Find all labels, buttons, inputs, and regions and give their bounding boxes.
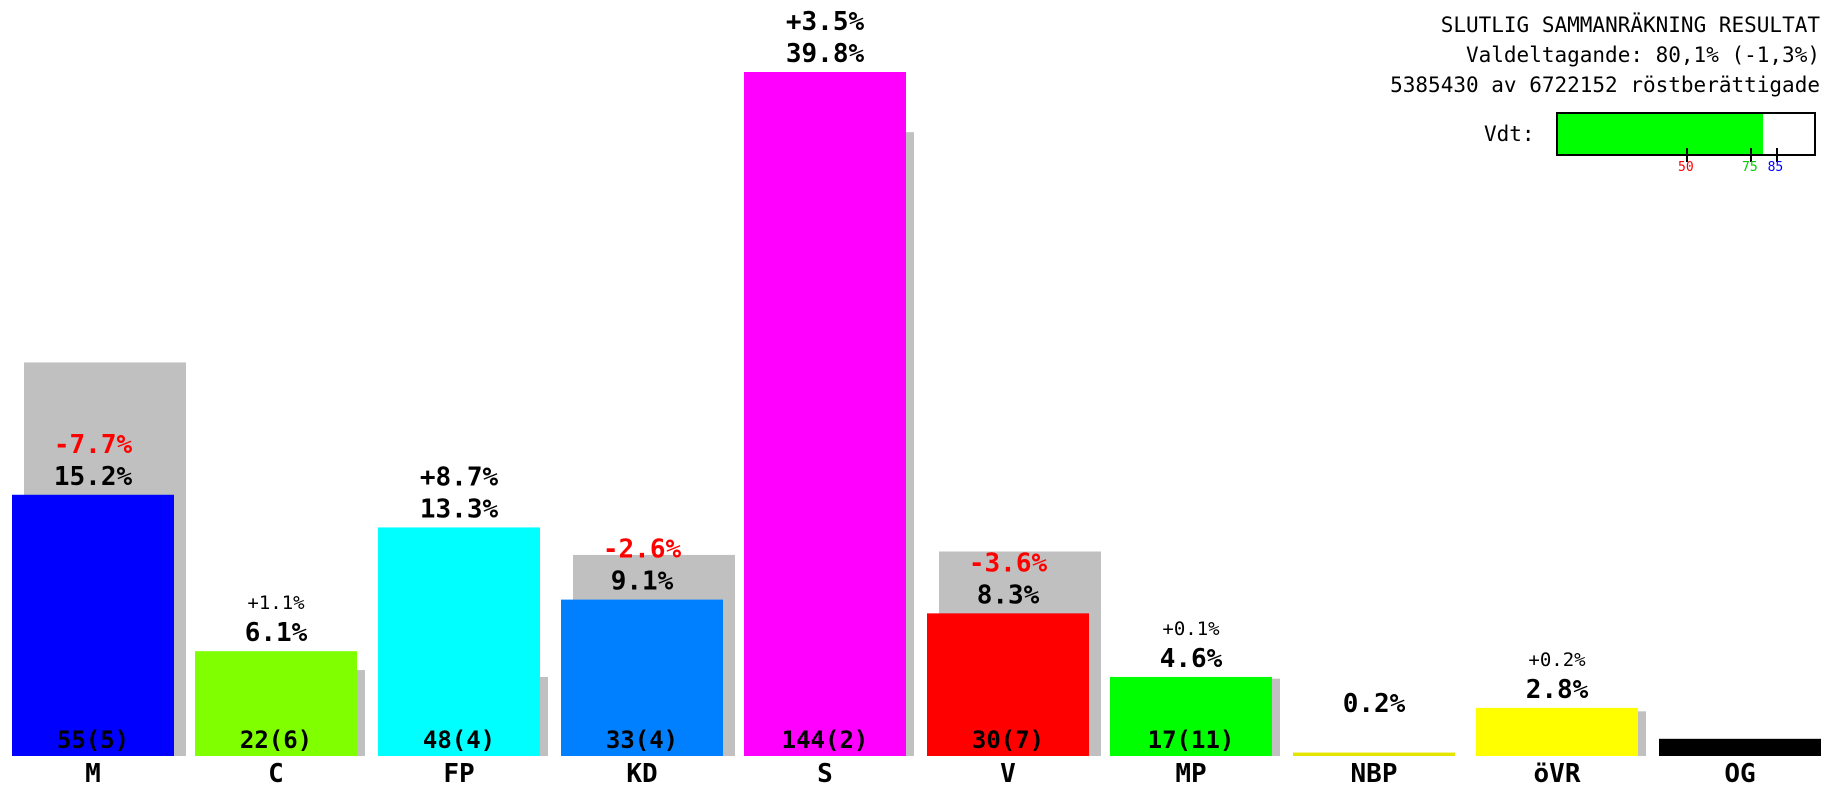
turnout-gauge: Vdt: 50 75 85 <box>1484 110 1824 188</box>
voters-text: 5385430 av 6722152 röstberättigade <box>1390 73 1820 97</box>
value-label-V: 8.3% <box>977 580 1040 610</box>
turnout-text: Valdeltagande: 80,1% (-1,3%) <box>1465 43 1820 67</box>
turnout-gauge-fill <box>1558 114 1764 154</box>
value-label-KD: 9.1% <box>611 567 674 597</box>
turnout-gauge-track <box>1556 112 1816 156</box>
seat-label-MP: 17(11) <box>1148 726 1235 754</box>
category-label-NBP: NBP <box>1351 759 1398 789</box>
category-label-OG: OG <box>1724 759 1755 789</box>
change-label-KD: -2.6% <box>603 535 682 565</box>
result-title: SLUTLIG SAMMANRÄKNING RESULTAT <box>1440 13 1820 37</box>
bar-labels: M 55(5) 15.2%-7.7% C 22(6) 6.1% +1.1% FP 48(4) 13… <box>54 7 1756 789</box>
bar-OG <box>1659 738 1821 756</box>
value-label-NBP: 0.2% <box>1343 689 1406 719</box>
result-info: SLUTLIG SAMMANRÄKNING RESULTAT Valdeltag… <box>1390 10 1820 100</box>
bar-M <box>12 494 174 756</box>
category-label-V: V <box>1000 759 1016 789</box>
value-label-C: 6.1% <box>245 618 308 648</box>
turnout-gauge-tick-75 <box>1750 148 1752 162</box>
value-label-M: 15.2% <box>54 462 133 492</box>
turnout-gauge-label: Vdt: <box>1484 122 1535 146</box>
category-label-C: C <box>268 759 284 789</box>
bar-öVR <box>1476 707 1638 756</box>
bar-V <box>927 613 1089 756</box>
change-label-C: +1.1% <box>247 592 305 614</box>
category-label-KD: KD <box>626 759 657 789</box>
category-label-öVR: öVR <box>1534 759 1581 789</box>
bar-S <box>744 72 906 756</box>
turnout-gauge-tick-label-75: 75 <box>1742 160 1758 175</box>
turnout-gauge-tick-label-50: 50 <box>1678 160 1694 175</box>
turnout-gauge-tick-50 <box>1686 148 1688 162</box>
seat-label-FP: 48(4) <box>423 726 495 754</box>
change-label-FP: +8.7% <box>420 462 499 492</box>
seat-label-S: 144(2) <box>782 726 869 754</box>
value-label-FP: 13.3% <box>420 494 499 524</box>
bar-NBP <box>1293 752 1455 756</box>
bar-C <box>195 651 357 756</box>
value-label-öVR: 2.8% <box>1526 675 1589 705</box>
seat-label-KD: 33(4) <box>606 726 678 754</box>
value-label-MP: 4.6% <box>1160 644 1223 674</box>
turnout-gauge-tick-label-85: 85 <box>1767 160 1784 175</box>
seat-label-M: 55(5) <box>57 726 129 754</box>
bar-FP <box>378 527 540 756</box>
change-label-M: -7.7% <box>54 430 133 460</box>
change-label-S: +3.5% <box>786 7 865 37</box>
value-label-S: 39.8% <box>786 39 865 69</box>
change-label-MP: +0.1% <box>1162 618 1220 640</box>
category-label-MP: MP <box>1175 759 1206 789</box>
turnout-gauge-tick-85 <box>1775 148 1778 162</box>
bar-MP <box>1110 676 1272 756</box>
seat-label-C: 22(6) <box>240 726 312 754</box>
category-label-S: S <box>817 759 833 789</box>
change-label-V: -3.6% <box>969 548 1048 578</box>
category-label-M: M <box>85 759 101 789</box>
change-label-öVR: +0.2% <box>1528 649 1586 671</box>
current-result-bars <box>12 72 1821 756</box>
seat-label-V: 30(7) <box>972 726 1044 754</box>
category-label-FP: FP <box>443 759 474 789</box>
bar-KD <box>561 599 723 756</box>
